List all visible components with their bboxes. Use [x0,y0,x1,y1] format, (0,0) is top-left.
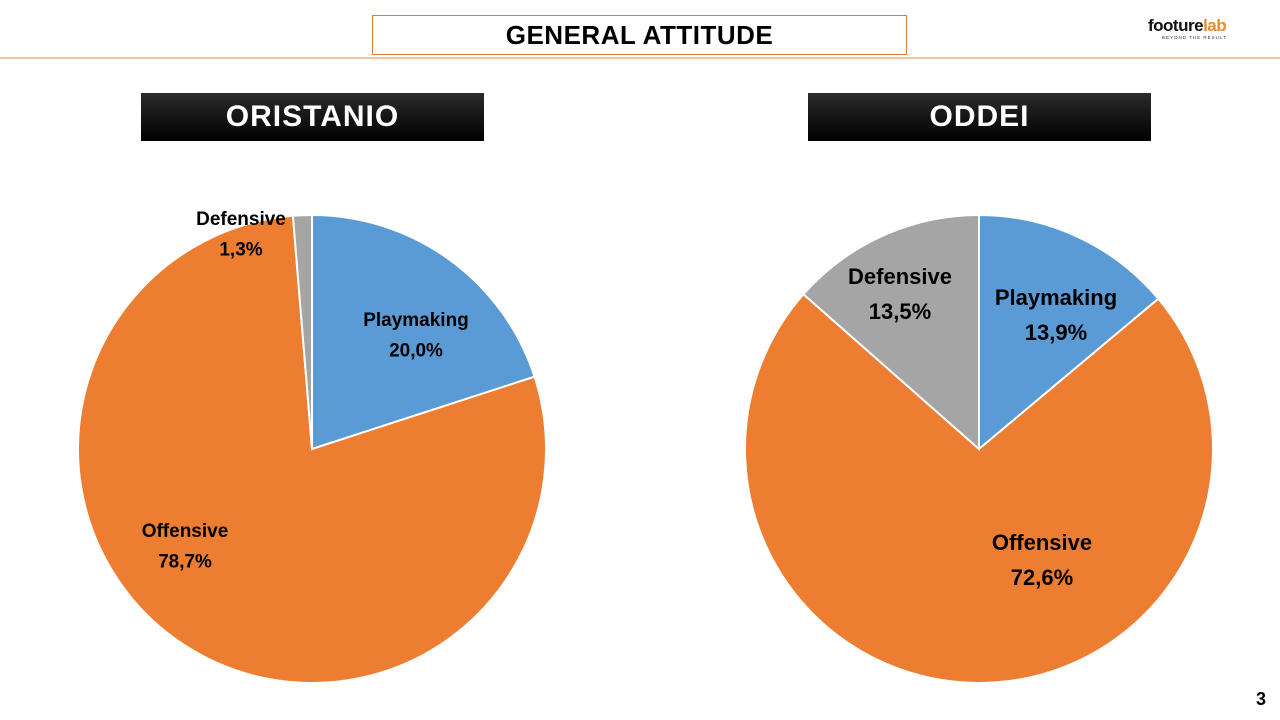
pie-oristanio: Playmaking 20,0% Offensive 78,7% Defensive 1,… [77,209,547,684]
slice-label-offensive: Offensive [992,530,1092,555]
slice-value-defensive: 1,3% [219,239,262,260]
pie-slice-defensive [802,213,980,452]
slice-label-defensive: Defensive [196,209,286,230]
logo-part-2: ure [1178,16,1204,35]
slice-label-defensive: Defensive [848,264,952,289]
slice-label-playmaking: Playmaking [995,285,1117,310]
slice-label-playmaking: Playmaking [363,310,469,331]
pie-slice-offensive [77,214,547,684]
slide-title: GENERAL ATTITUDE [372,15,907,55]
team-title-oristanio: ORISTANIO [141,93,484,141]
logo-part-1: foot [1148,16,1179,35]
slice-value-offensive: 72,6% [1011,565,1073,590]
pie-slice-defensive [291,213,313,450]
slice-value-playmaking: 13,9% [1025,320,1087,345]
page-number: 3 [1255,689,1266,709]
footurelab-logo: footurelab BEYOND THE RESULT [1148,17,1238,43]
header-divider [0,57,1280,59]
logo-tagline: BEYOND THE RESULT [1162,35,1227,40]
slice-value-offensive: 78,7% [158,551,212,572]
slice-value-defensive: 13,5% [869,299,931,324]
slice-label-offensive: Offensive [142,521,229,542]
pie-slice-offensive [744,292,1214,684]
slice-value-playmaking: 20,0% [389,340,443,361]
team-title-oddei: ODDEI [808,93,1151,141]
logo-part-3: lab [1203,16,1227,35]
pie-oddei: Playmaking 13,9% Offensive 72,6% Defensive 13… [744,213,1214,684]
pie-slice-playmaking [311,213,536,451]
logo-wordmark: footurelab [1148,17,1238,35]
pie-slice-playmaking [978,213,1160,452]
